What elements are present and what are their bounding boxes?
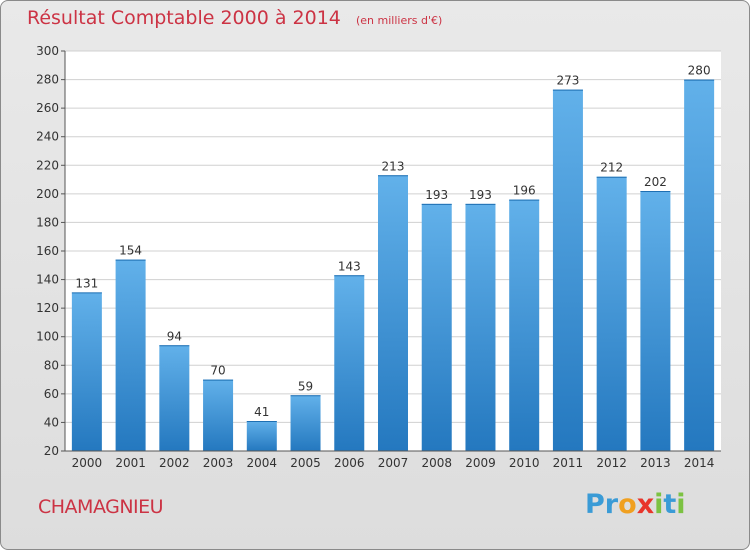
logo-letter: i	[654, 489, 664, 520]
x-tick-label: 2014	[684, 456, 715, 470]
bar-2012	[596, 176, 627, 451]
chart-unit: (en milliers d'€)	[355, 14, 443, 27]
x-tick-label: 2008	[421, 456, 452, 470]
bar-2013	[640, 191, 671, 451]
y-tick-label: 160	[36, 244, 59, 258]
bar-2003	[203, 379, 234, 451]
bar-2005	[290, 395, 321, 451]
logo-letter: x	[636, 489, 655, 520]
x-tick-label: 2006	[334, 456, 365, 470]
y-tick-label: 200	[36, 187, 59, 201]
logo-letter: i	[676, 489, 686, 520]
logo-letter: t	[663, 489, 677, 520]
x-tick-label: 2001	[115, 456, 146, 470]
logo-letter: P	[585, 489, 605, 520]
y-axis: 20 40 60 80 100 120 140 160 180 200 220 240 260 280 30…	[36, 44, 66, 458]
data-labels: 131 154 94 70 41 59 143 213 193 193 196 273 212 202 28…	[75, 64, 710, 419]
x-tick-label: 2004	[247, 456, 278, 470]
bar-2006	[334, 275, 365, 451]
chart-title-block: Résultat Comptable 2000 à 2014 (en milli…	[27, 7, 442, 29]
data-label: 143	[338, 259, 361, 273]
x-tick-label: 2013	[640, 456, 671, 470]
logo-letter: r	[604, 489, 619, 520]
bar-2010	[509, 199, 540, 451]
chart-title: Résultat Comptable 2000 à 2014	[27, 7, 341, 29]
data-label: 41	[254, 405, 269, 419]
commune-name: CHAMAGNIEU	[38, 496, 164, 518]
x-axis: 2000 2001 2002 2003 2004 2005 2006 2007 2008 2009…	[65, 450, 721, 470]
x-tick-label: 2000	[72, 456, 103, 470]
data-label: 273	[556, 74, 579, 88]
data-label: 193	[425, 188, 448, 202]
y-tick-label: 40	[44, 415, 59, 429]
bar-2007	[378, 175, 408, 452]
bar-2000	[71, 292, 102, 451]
y-tick-label: 100	[36, 330, 59, 344]
proxiti-logo: Proxiti	[585, 489, 686, 520]
y-tick-label: 180	[36, 215, 59, 229]
x-tick-label: 2011	[553, 456, 584, 470]
data-label: 213	[382, 159, 405, 173]
data-label: 202	[644, 175, 667, 189]
y-tick-label: 120	[36, 301, 59, 315]
y-tick-label: 300	[36, 44, 59, 58]
data-label: 94	[167, 329, 182, 343]
logo-letter: o	[618, 489, 637, 520]
y-tick-label: 60	[44, 387, 59, 401]
x-tick-label: 2012	[596, 456, 627, 470]
data-label: 131	[75, 276, 98, 290]
x-tick-label: 2005	[290, 456, 321, 470]
x-tick-label: 2010	[509, 456, 540, 470]
y-tick-label: 260	[36, 101, 59, 115]
y-tick-label: 80	[44, 358, 59, 372]
bar-2014	[684, 79, 715, 452]
bar-2004	[246, 421, 277, 451]
x-tick-label: 2002	[159, 456, 190, 470]
y-tick-label: 280	[36, 73, 59, 87]
y-tick-label: 20	[44, 444, 59, 458]
bar-2008	[421, 203, 452, 451]
y-tick-label: 140	[36, 273, 59, 287]
x-tick-label: 2009	[465, 456, 496, 470]
data-label: 196	[513, 184, 536, 198]
data-label: 280	[688, 64, 711, 78]
bar-2011	[552, 89, 583, 452]
y-tick-label: 240	[36, 130, 59, 144]
data-label: 154	[119, 244, 142, 258]
data-label: 59	[298, 379, 313, 393]
x-tick-label: 2007	[378, 456, 409, 470]
x-tick-label: 2003	[203, 456, 234, 470]
bar-2002	[159, 345, 190, 451]
bar-2001	[115, 259, 146, 451]
bars	[71, 79, 715, 452]
data-label: 70	[210, 364, 225, 378]
bar-2009	[465, 203, 496, 451]
y-tick-label: 220	[36, 158, 59, 172]
data-label: 212	[600, 161, 623, 175]
data-label: 193	[469, 188, 492, 202]
